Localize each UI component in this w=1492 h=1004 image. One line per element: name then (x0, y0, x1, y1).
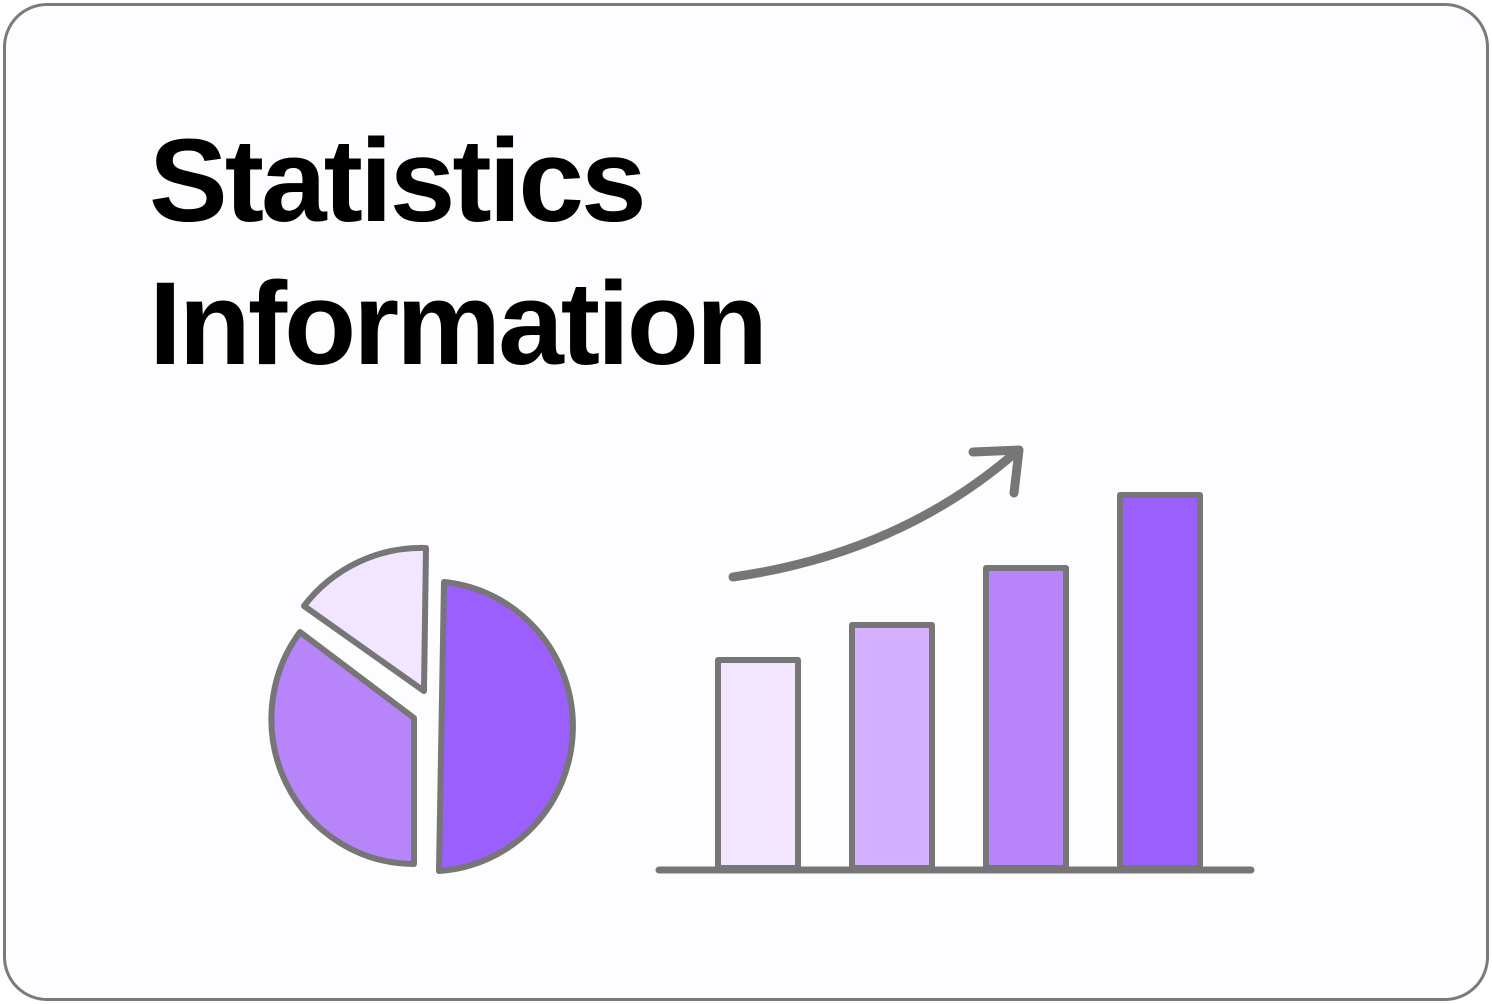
bar-4 (1117, 492, 1203, 871)
pie-chart-icon (268, 544, 576, 874)
trend-arrow-curve (728, 447, 1021, 582)
bar-1 (715, 657, 801, 871)
title-line-2: Information (149, 258, 768, 390)
bar-3 (983, 565, 1069, 871)
trend-up-arrow-icon (728, 445, 1024, 582)
pie-slice-medium (268, 629, 417, 867)
pie-slice-small (301, 544, 429, 694)
bar-2 (849, 622, 935, 871)
pie-slice-large (436, 579, 576, 874)
trend-arrow-head (968, 445, 1024, 498)
page-title: Statistics Information (149, 110, 768, 396)
bar-chart-icon (655, 492, 1255, 874)
title-line-1: Statistics (149, 115, 647, 247)
